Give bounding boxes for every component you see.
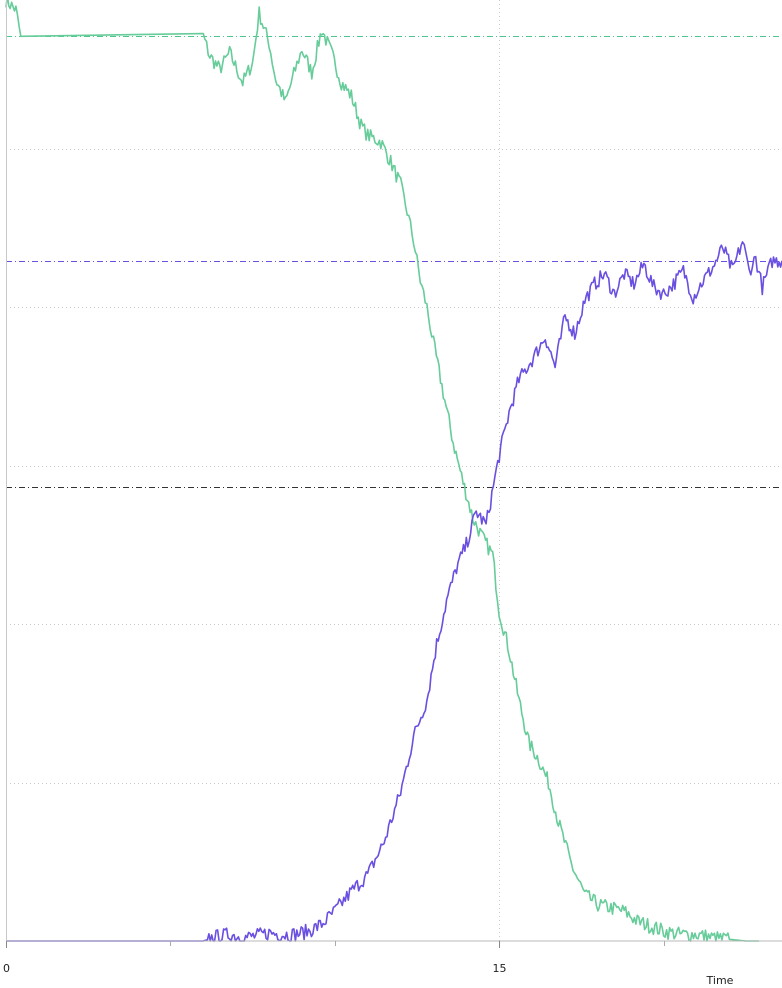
x-axis-title: Time: [706, 974, 734, 987]
series-group: [5, 0, 782, 942]
axes: [6, 0, 782, 942]
x-tick-label: 15: [493, 962, 507, 975]
reference-lines: [6, 36, 782, 488]
x-ticks: 0 15: [3, 941, 665, 975]
x-tick-label: 0: [3, 962, 10, 975]
series-line-2: [6, 241, 782, 942]
grid: [6, 0, 782, 941]
series-line-1: [5, 0, 759, 942]
